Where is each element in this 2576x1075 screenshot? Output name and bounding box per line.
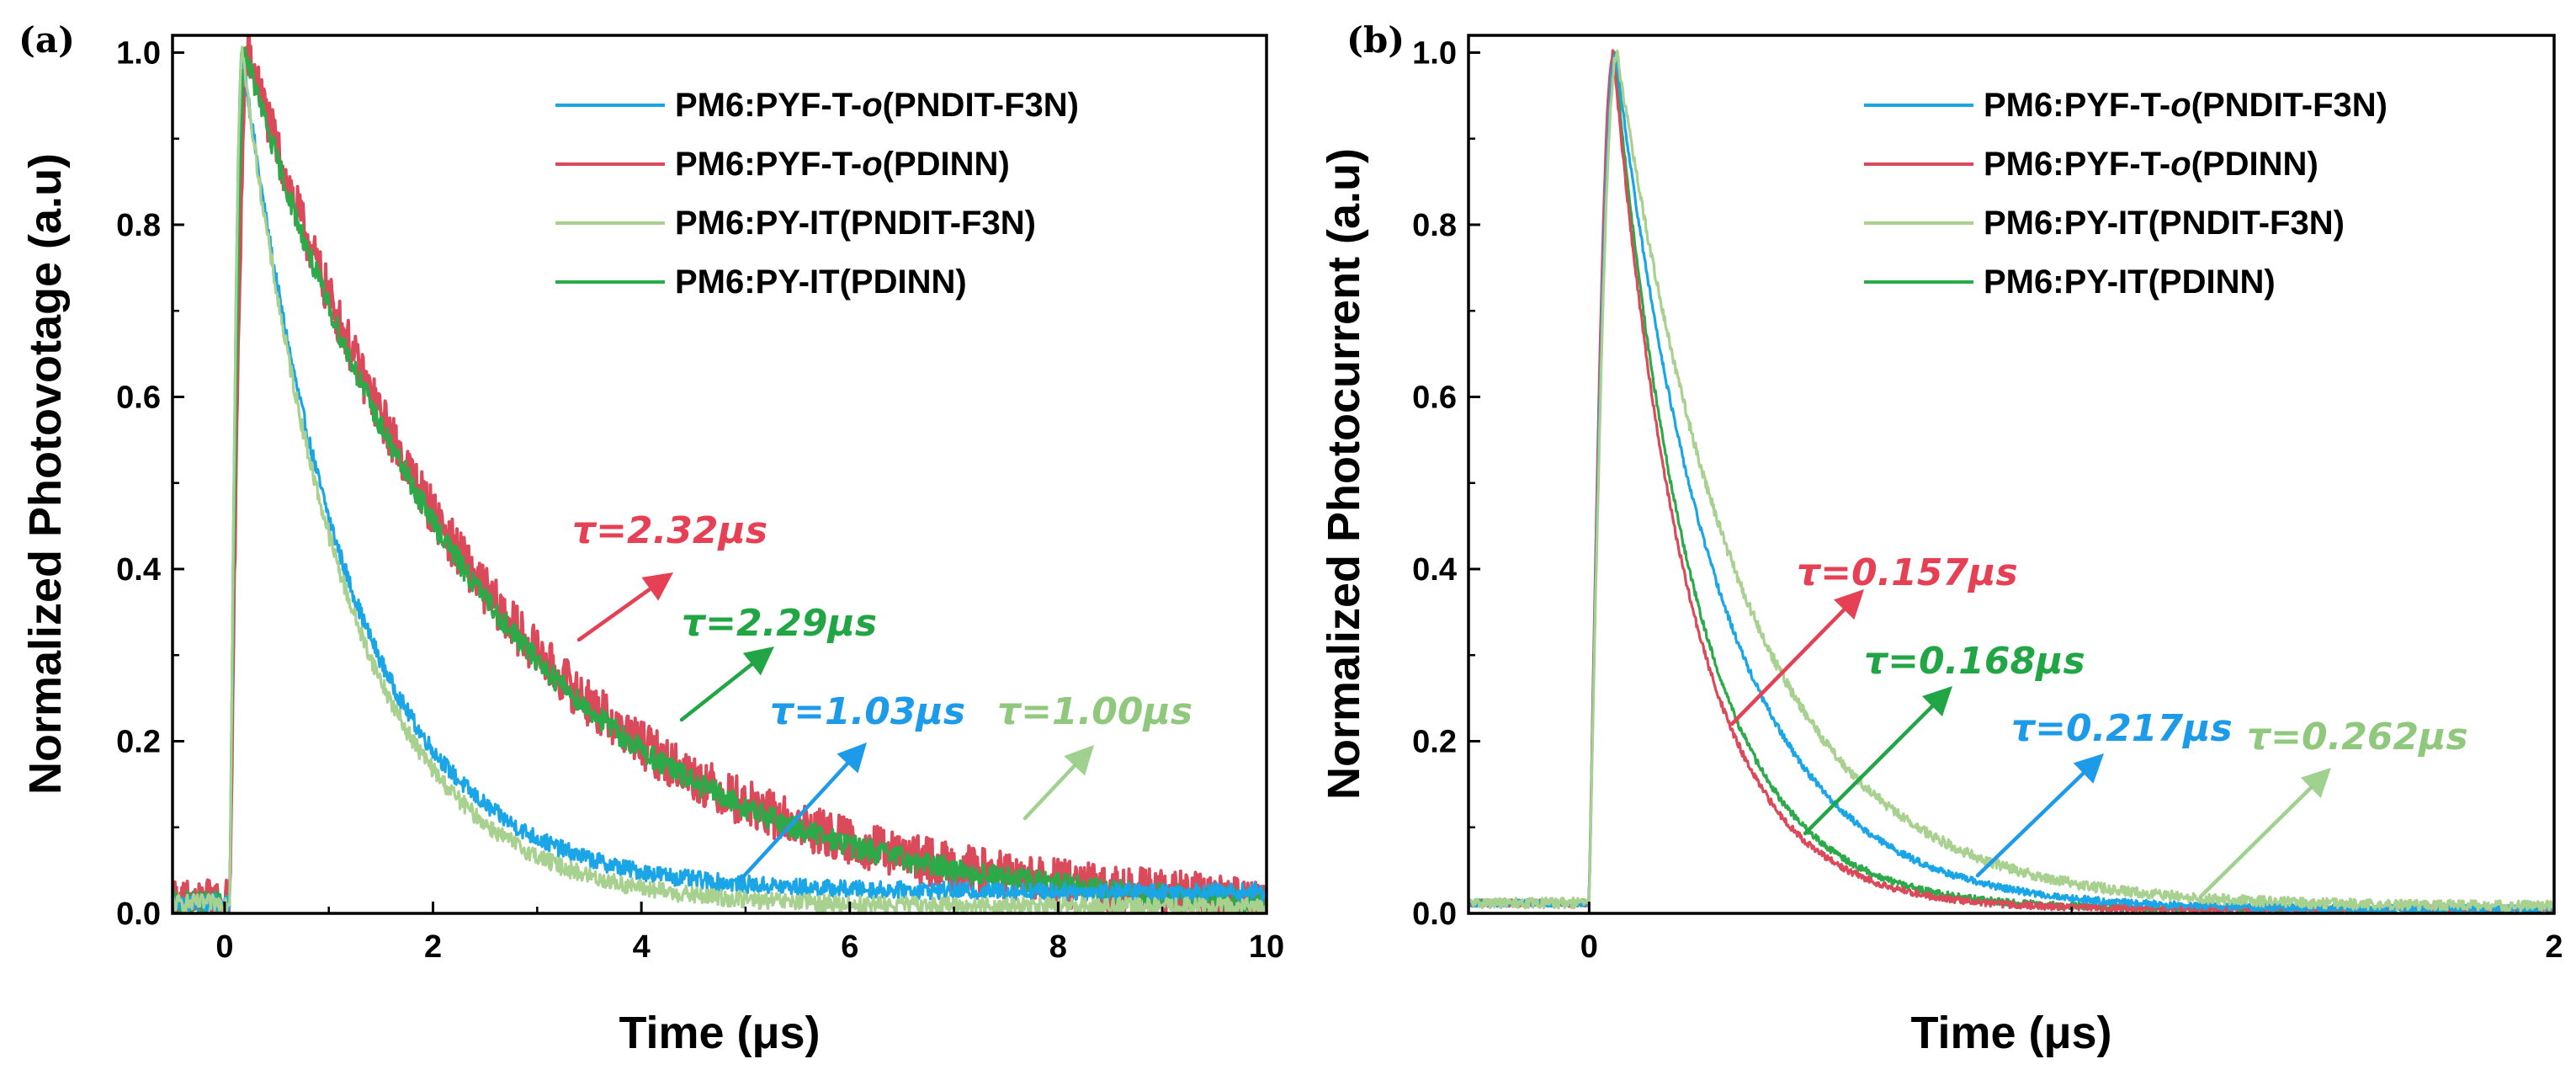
y-tick-label: 0.8 [116, 208, 161, 243]
panel-b: (b) 0 2 0.0 0.2 0.4 0.6 0.8 1.0 Time (μs) Normaliz… [1319, 19, 2563, 1058]
y-axis-title: Normalized Photocurrent (a.u) [1319, 148, 1369, 800]
annotation-arrow-shaft [1729, 608, 1846, 726]
annotation-arrow-head [641, 572, 673, 601]
y-tick-label: 1.0 [116, 35, 161, 71]
panel-a: (a) 0 2 4 6 8 10 0.0 0.2 0.4 0.6 0.8 1.0 Time (μs) Nor… [19, 19, 1284, 1058]
y-tick-label: 0.0 [116, 897, 161, 932]
y-tick-label: 0.8 [1412, 208, 1457, 243]
plot-frame [171, 34, 1268, 915]
legend-entry-name: PM6:PYF-T- [675, 87, 862, 124]
legend-entry-italic: o [862, 87, 882, 124]
series-line-3 [1469, 49, 2554, 913]
legend-entry: PM6:PY-IT(PNDIT-F3N) [1984, 205, 2345, 242]
curves [173, 35, 1267, 913]
y-tick-label: 0.2 [1412, 724, 1457, 759]
annotation-arrow-head [2300, 768, 2331, 798]
series-line-4 [173, 46, 1267, 913]
y-tick-label: 1.0 [1412, 35, 1457, 71]
y-tick-label: 0.6 [116, 380, 161, 415]
annotation-arrow-shaft [738, 761, 850, 882]
annotation-arrow-head [1064, 745, 1094, 776]
x-tick-label: 8 [1049, 929, 1067, 965]
series-line-1 [173, 48, 1267, 913]
annotation-arrow-head [1921, 686, 1952, 717]
annotation-arrow-shaft [576, 587, 652, 642]
legend-entry-tail: (PNDIT-F3N) [2191, 87, 2387, 124]
annotation-label: τ=1.03μs [770, 690, 965, 733]
annotation-label: τ=0.217μs [2011, 707, 2233, 750]
annotation-arrow-shaft [1803, 704, 1935, 836]
y-axis-title: Normalized Photovotage (a.u) [20, 153, 71, 795]
y-tick-label: 0.0 [1412, 897, 1457, 932]
series-line-3 [173, 45, 1267, 913]
x-tick-label: 2 [424, 929, 442, 965]
x-axis-title: Time (μs) [619, 1008, 820, 1058]
annotation-arrow-head [1834, 589, 1864, 620]
panel-label: (a) [19, 19, 75, 61]
series-line-1 [1469, 53, 2554, 913]
legend: PM6:PYF-T-o(PNDIT-F3N)PM6:PYF-T-o(PDINN)… [1864, 87, 2387, 301]
x-tick-label: 0 [215, 929, 233, 965]
x-tick-label: 0 [1580, 929, 1598, 965]
legend-entry-name: PM6:PY-IT(PNDIT-F3N) [675, 205, 1036, 242]
legend-entry: PM6:PY-IT(PDINN) [1984, 263, 2276, 301]
annotation-arrow-shaft [2198, 785, 2313, 899]
legend-entry-name: PM6:PY-IT(PDINN) [675, 263, 967, 301]
y-tick-label: 0.2 [116, 724, 161, 759]
y-tick-label: 0.4 [1412, 552, 1457, 588]
x-tick-label: 10 [1249, 929, 1284, 965]
legend-entry: PM6:PYF-T-o(PNDIT-F3N) [1984, 87, 2387, 124]
annotation-arrow-shaft [1975, 771, 2085, 878]
legend-entry-italic: o [2170, 87, 2191, 124]
x-tick-label: 2 [2545, 929, 2563, 965]
legend-entry-tail: (PDINN) [883, 146, 1010, 183]
y-tick-label: 0.4 [116, 552, 161, 588]
legend-entry-tail: (PNDIT-F3N) [883, 87, 1079, 124]
legend-entry-italic: o [2170, 146, 2191, 183]
annotation-label: τ=0.168μs [1864, 640, 2085, 683]
annotation-arrow-head [2073, 753, 2104, 784]
legend-entry-name: PM6:PY-IT(PDINN) [1984, 263, 2276, 301]
legend-entry: PM6:PY-IT(PDINN) [675, 263, 967, 301]
legend-entry-name: PM6:PYF-T- [675, 146, 862, 183]
legend-entry-tail: (PDINN) [2191, 146, 2318, 183]
annotation-arrow-head [837, 742, 867, 774]
panel-label: (b) [1346, 19, 1405, 61]
legend-entry: PM6:PYF-T-o(PDINN) [675, 146, 1010, 183]
annotation-label: τ=0.157μs [1797, 551, 2018, 594]
annotation-label: τ=1.00μs [997, 690, 1192, 733]
x-tick-label: 4 [633, 929, 651, 965]
annotation-arrow-head [742, 647, 774, 676]
annotation-label: τ=0.262μs [2247, 716, 2468, 758]
curves [1469, 49, 2554, 913]
legend: PM6:PYF-T-o(PNDIT-F3N)PM6:PYF-T-o(PDINN)… [555, 87, 1079, 301]
legend-entry-italic: o [862, 146, 882, 183]
y-tick-label: 0.6 [1412, 380, 1457, 415]
x-axis-title: Time (μs) [1910, 1008, 2111, 1058]
annotation-label: τ=2.29μs [682, 602, 877, 645]
legend-entry: PM6:PYF-T-o(PDINN) [1984, 146, 2318, 183]
legend-entry-name: PM6:PY-IT(PNDIT-F3N) [1984, 205, 2345, 242]
legend-entry: PM6:PYF-T-o(PNDIT-F3N) [675, 87, 1079, 124]
annotation-label: τ=2.32μs [572, 509, 767, 552]
x-tick-label: 6 [841, 929, 858, 965]
legend-entry: PM6:PY-IT(PNDIT-F3N) [675, 205, 1036, 242]
legend-entry-name: PM6:PYF-T- [1984, 87, 2170, 124]
annotation-arrow-shaft [1022, 764, 1076, 821]
plot-frame [1467, 34, 2556, 915]
annotation-arrow-shaft [679, 662, 754, 722]
legend-entry-name: PM6:PYF-T- [1984, 146, 2170, 183]
